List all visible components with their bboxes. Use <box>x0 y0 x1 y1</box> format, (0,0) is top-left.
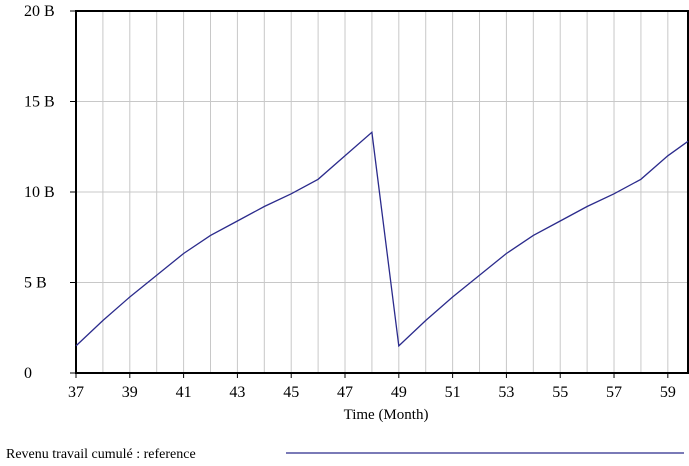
x-tick-label: 49 <box>391 384 407 401</box>
x-tick-label: 51 <box>445 384 461 401</box>
y-tick-label: 10 B <box>24 184 55 201</box>
x-tick-label: 57 <box>606 384 622 401</box>
y-tick-label: 0 <box>24 365 32 382</box>
x-tick-label: 39 <box>122 384 138 401</box>
x-tick-label: 47 <box>337 384 353 401</box>
x-tick-label: 53 <box>498 384 514 401</box>
x-tick-label: 37 <box>68 384 84 401</box>
y-tick-label: 20 B <box>24 3 55 20</box>
legend-label: Revenu travail cumulé : reference <box>6 447 196 462</box>
x-tick-label: 45 <box>283 384 299 401</box>
axis-ticks: 0 5 B 10 B 15 B 20 B 37 39 41 43 45 47 49 51 53 55 57 59 <box>24 3 676 401</box>
x-tick-label: 59 <box>660 384 676 401</box>
series-line <box>75 131 689 348</box>
series-layer <box>75 131 689 348</box>
x-tick-label: 55 <box>552 384 568 401</box>
x-tick-label: 43 <box>229 384 245 401</box>
grid <box>75 10 688 374</box>
x-axis-label: Time (Month) <box>344 407 429 423</box>
y-tick-label: 5 B <box>24 275 47 292</box>
y-tick-label: 15 B <box>24 94 55 111</box>
x-tick-label: 41 <box>176 384 192 401</box>
